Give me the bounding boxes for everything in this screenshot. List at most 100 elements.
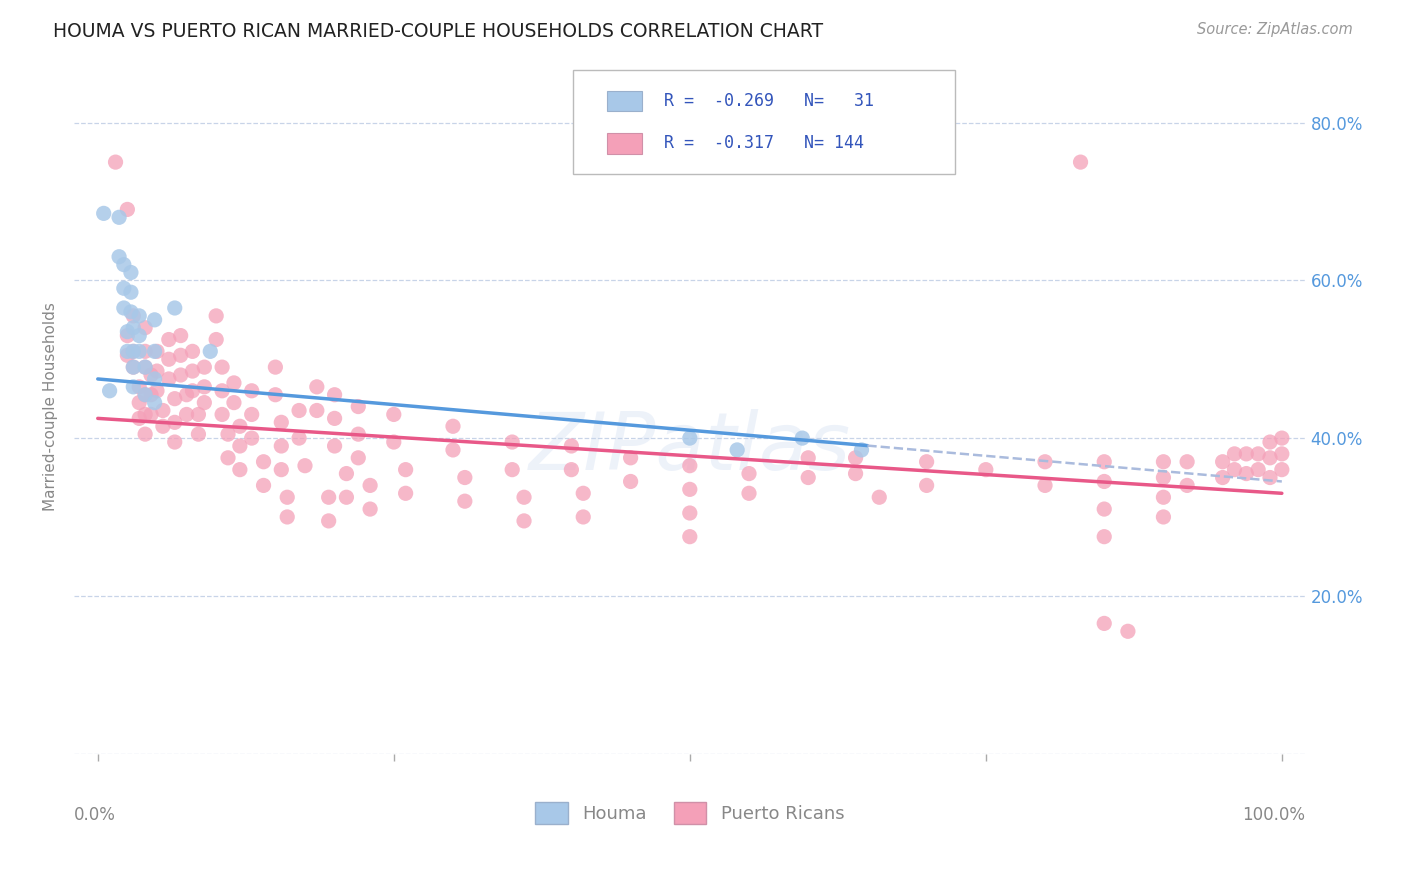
Point (276, 510, 298, 524)
Point (288, 403, 311, 417)
FancyBboxPatch shape (607, 91, 641, 112)
Point (1092, 455, 1115, 469)
Point (176, 408, 198, 422)
Point (1033, 478, 1056, 492)
Point (454, 470, 477, 484)
Point (323, 411, 346, 425)
Point (112, 301, 135, 315)
Point (217, 427, 239, 442)
Point (181, 344, 204, 359)
Point (264, 360, 287, 375)
Point (128, 309, 150, 323)
Point (112, 258, 135, 272)
Point (441, 419, 464, 434)
Point (441, 442, 464, 457)
Point (252, 455, 274, 469)
Point (1152, 470, 1174, 484)
Point (1175, 455, 1198, 469)
Point (915, 478, 938, 492)
Point (128, 328, 150, 343)
Point (181, 384, 204, 398)
Point (146, 344, 169, 359)
Point (122, 320, 145, 334)
Point (112, 281, 135, 295)
Point (294, 458, 316, 473)
Point (797, 450, 820, 465)
Point (1234, 447, 1257, 461)
Point (572, 510, 595, 524)
Point (347, 450, 370, 465)
Point (134, 388, 156, 402)
Point (134, 360, 156, 375)
Point (163, 415, 186, 429)
Point (157, 333, 180, 347)
Point (1223, 463, 1246, 477)
Point (229, 463, 252, 477)
Legend: Houma, Puerto Ricans: Houma, Puerto Ricans (536, 802, 845, 824)
Point (143, 372, 166, 386)
Point (143, 313, 166, 327)
Point (169, 368, 191, 382)
Point (1234, 467, 1257, 481)
Point (620, 475, 643, 489)
Point (122, 344, 145, 359)
Point (128, 344, 150, 359)
Point (169, 328, 191, 343)
Point (560, 439, 582, 453)
Point (169, 348, 191, 362)
Point (134, 408, 156, 422)
Point (382, 408, 405, 422)
Text: HOUMA VS PUERTO RICAN MARRIED-COUPLE HOUSEHOLDS CORRELATION CHART: HOUMA VS PUERTO RICAN MARRIED-COUPLE HOU… (53, 22, 824, 41)
Point (347, 427, 370, 442)
Point (318, 490, 340, 504)
Point (187, 427, 209, 442)
Point (122, 380, 145, 394)
Point (240, 408, 263, 422)
Point (193, 360, 215, 375)
Point (229, 419, 252, 434)
Point (276, 490, 298, 504)
Point (1092, 502, 1115, 516)
Point (193, 395, 215, 409)
Point (139, 408, 162, 422)
Point (323, 439, 346, 453)
Point (1092, 475, 1115, 489)
Point (152, 419, 174, 434)
Point (679, 530, 702, 544)
Point (1247, 463, 1270, 477)
Point (1092, 616, 1115, 631)
Point (205, 333, 228, 347)
Point (792, 431, 814, 445)
Point (1271, 431, 1294, 445)
Point (211, 384, 233, 398)
Point (679, 431, 702, 445)
Point (157, 372, 180, 386)
FancyBboxPatch shape (607, 133, 641, 153)
Text: R =  -0.317   N= 144: R = -0.317 N= 144 (664, 134, 863, 152)
Point (1116, 624, 1139, 639)
Point (240, 431, 263, 445)
Point (1070, 155, 1092, 169)
Point (139, 368, 162, 382)
Point (120, 266, 142, 280)
Point (176, 388, 198, 402)
Point (1175, 478, 1198, 492)
Point (1033, 455, 1056, 469)
Point (1212, 470, 1234, 484)
Point (152, 403, 174, 417)
Point (122, 360, 145, 375)
Point (1271, 463, 1294, 477)
Point (288, 431, 311, 445)
Point (120, 285, 142, 300)
Point (217, 450, 239, 465)
Point (122, 309, 145, 323)
Point (108, 211, 131, 225)
Point (143, 395, 166, 409)
Point (120, 305, 142, 319)
Point (868, 490, 890, 504)
Point (394, 486, 416, 500)
Point (134, 320, 156, 334)
Point (1258, 470, 1281, 484)
Point (93, 206, 115, 220)
Point (117, 328, 139, 343)
